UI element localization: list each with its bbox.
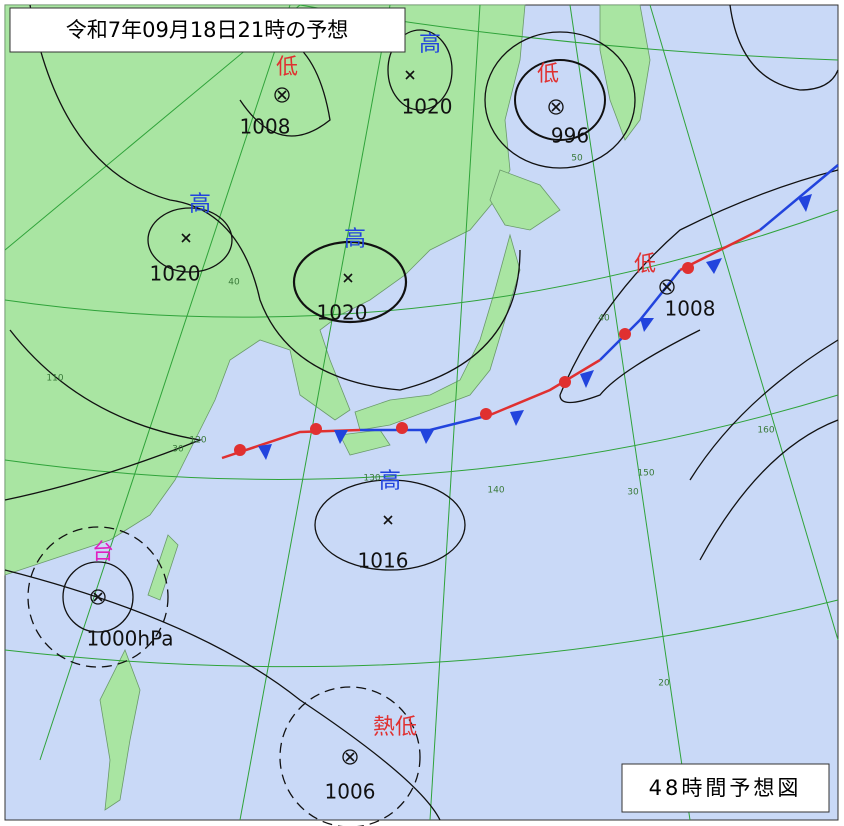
center-cross (345, 752, 355, 762)
system-kind: 低 (634, 252, 656, 277)
grid-label: 150 (637, 469, 654, 479)
grid-label: 40 (228, 278, 240, 288)
center-cross (343, 273, 353, 283)
front-symbols (234, 194, 812, 460)
footer-box (621, 763, 830, 813)
grid-label: 50 (571, 154, 583, 164)
grid-label: 30 (172, 445, 184, 455)
footer-label: 48時間予想図 (649, 776, 802, 800)
system-pressure: 1020 (402, 95, 453, 119)
grid-label: 120 (189, 436, 206, 446)
grid-label: 40 (598, 314, 610, 324)
system-pressure: 1000hPa (87, 627, 174, 651)
pressure-systems: 低 1008 高 1020 低 996 高 1020 高 1020 低 1008 高 1016 台 1000h… (87, 32, 716, 804)
system-pressure: 1008 (240, 115, 291, 139)
system-kind: 熱低 (373, 715, 417, 740)
system-kind: 低 (537, 62, 559, 87)
title-box (9, 7, 406, 53)
system-pressure: 1020 (150, 262, 201, 286)
center-circle (659, 279, 675, 295)
system-pressure: 1006 (325, 780, 376, 804)
center-circle (342, 749, 358, 765)
system-kind: 高 (379, 469, 401, 494)
grid-labels: 50 40 40 30 30 20 110 120 130 140 150 160 (46, 154, 774, 689)
grid-label: 140 (487, 486, 504, 496)
system-pressure: 996 (551, 124, 589, 148)
grid-label: 110 (46, 374, 63, 384)
center-cross (277, 90, 287, 100)
front (221, 164, 839, 460)
grid-label: 30 (627, 488, 639, 498)
title: 令和7年09月18日21時の予想 (66, 18, 349, 42)
system-pressure: 1008 (665, 297, 716, 321)
system-pressure: 1020 (317, 301, 368, 325)
grid-label: 130 (363, 474, 380, 484)
center-cross (662, 282, 672, 292)
system-kind: 高 (419, 32, 441, 57)
system-kind: 台 (92, 540, 114, 565)
grid-label: 20 (658, 679, 670, 689)
grid-label: 160 (757, 426, 774, 436)
center-cross (383, 515, 393, 525)
center-circle (548, 99, 564, 115)
center-cross (181, 233, 191, 243)
center-cross (551, 102, 561, 112)
system-pressure: 1016 (358, 549, 409, 573)
system-kind: 低 (276, 55, 298, 80)
center-circle (274, 87, 290, 103)
center-circle (90, 589, 106, 605)
system-kind: 高 (344, 227, 366, 252)
center-cross (93, 592, 103, 602)
center-cross (405, 70, 415, 80)
system-kind: 高 (189, 192, 211, 217)
